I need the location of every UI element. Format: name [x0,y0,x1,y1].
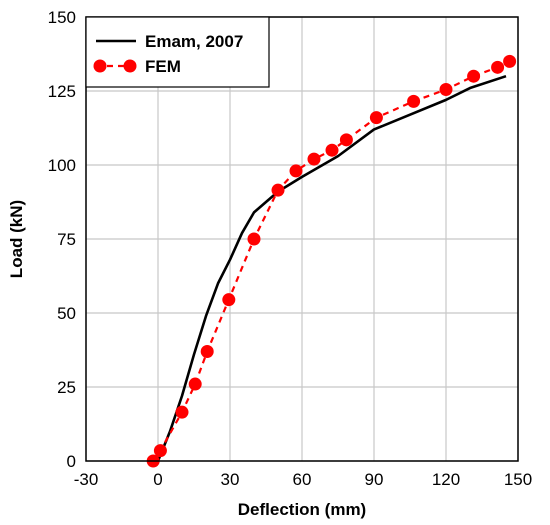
data-point-fem [467,69,481,83]
y-tick-label: 150 [48,8,76,27]
legend-box [85,16,270,88]
data-point-fem [439,83,453,97]
x-tick-label: 90 [365,470,384,489]
legend-label-fem: FEM [145,57,181,76]
y-tick-label: 125 [48,82,76,101]
series-line-fem [152,60,511,462]
legend: Emam, 2007 FEM [85,16,270,88]
data-point-fem [247,232,261,246]
x-tick-label: 30 [221,470,240,489]
series-line-emam [156,74,507,462]
data-point-fem [339,133,353,147]
y-tick-label: 50 [57,304,76,323]
legend-marker-fem [93,59,107,73]
data-point-fem [503,54,517,68]
plot-frame [85,16,519,462]
data-point-fem [175,405,189,419]
data-point-fem [188,377,202,391]
data-point-fem [153,444,167,458]
series-layer [146,54,517,468]
data-point-fem [222,293,236,307]
x-tick-label: -30 [74,470,99,489]
data-point-fem [325,143,339,157]
data-point-fem [200,344,214,358]
data-point-fem [407,94,421,108]
x-tick-label: 120 [432,470,460,489]
y-tick-label: 0 [67,452,76,471]
data-point-fem [369,111,383,125]
x-tick-label: 0 [153,470,162,489]
data-point-fem [289,164,303,178]
y-tick-label: 25 [57,378,76,397]
x-tick-label: 150 [504,470,532,489]
data-point-fem [271,183,285,197]
x-tick-label: 60 [293,470,312,489]
y-axis-title: Load (kN) [7,200,26,278]
y-tick-label: 100 [48,156,76,175]
legend-label-emam: Emam, 2007 [145,32,243,51]
y-axis-ticks: 0 25 50 75 100 125 150 [48,8,76,471]
data-point-fem [307,152,321,166]
data-point-fem [491,60,505,74]
x-axis-ticks: -30 0 30 60 90 120 150 [74,470,532,489]
legend-marker-fem [123,59,137,73]
y-tick-label: 75 [57,230,76,249]
x-axis-title: Deflection (mm) [238,500,366,519]
